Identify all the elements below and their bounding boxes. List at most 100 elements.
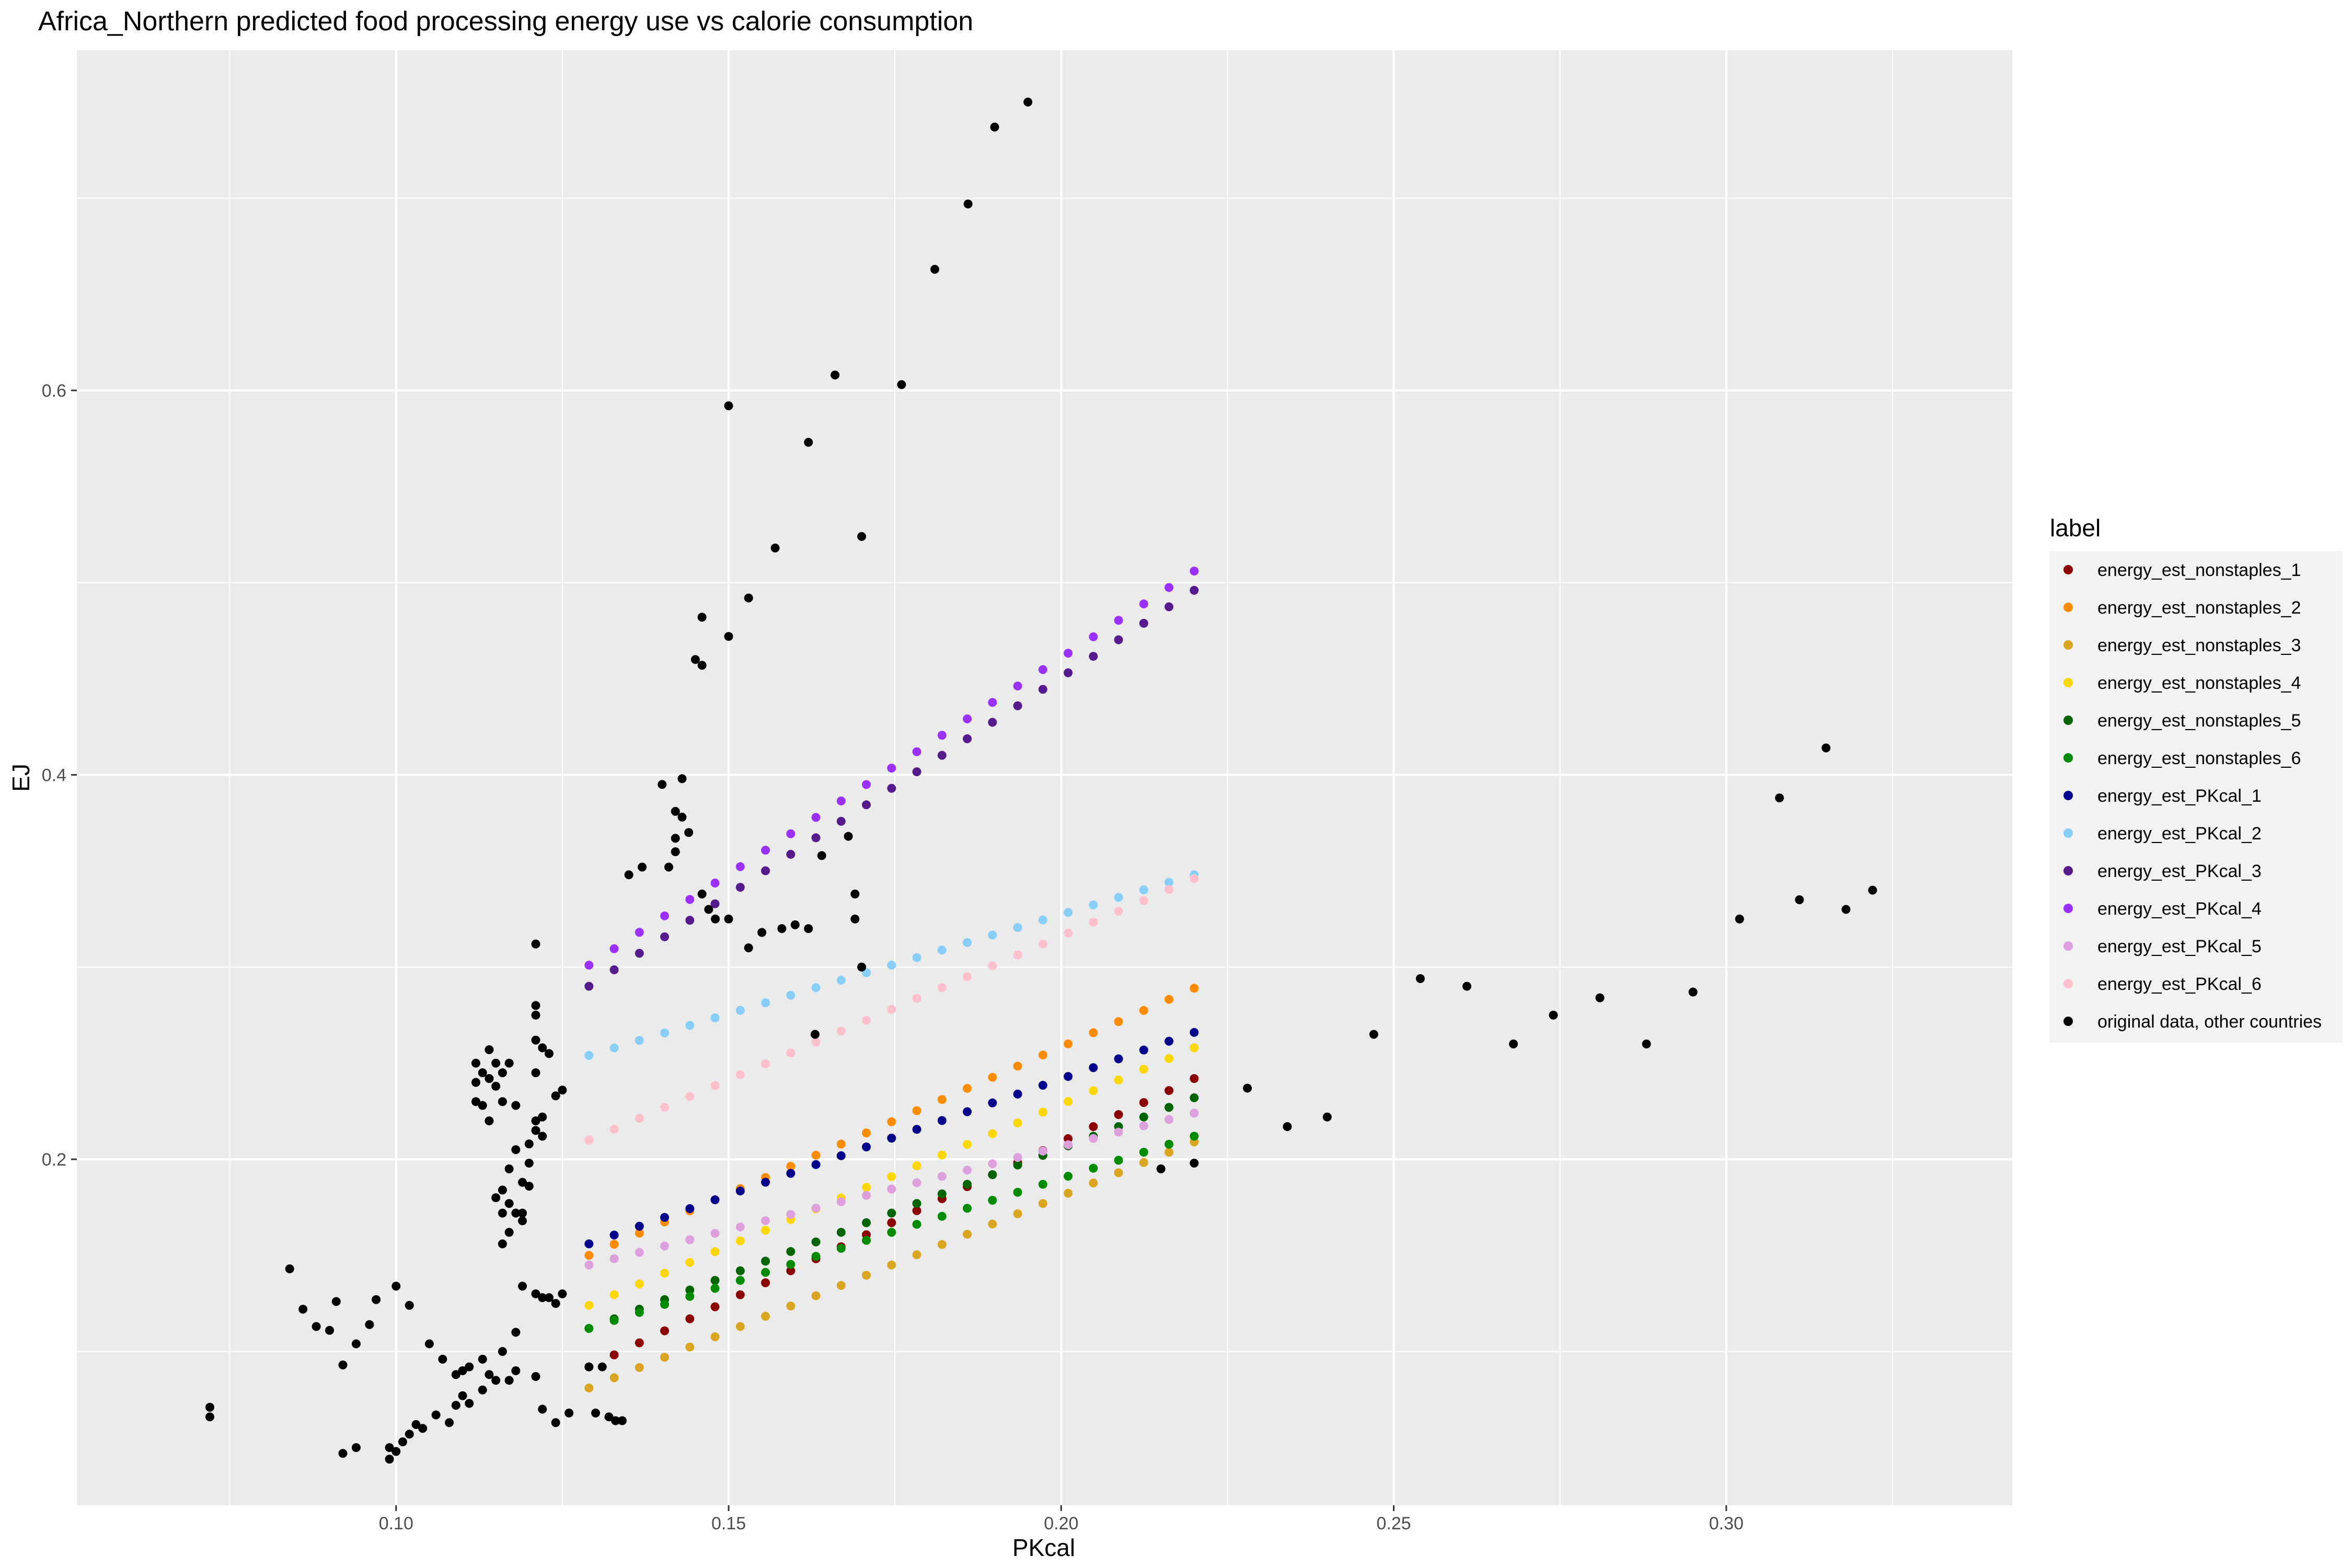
data-point <box>1139 1065 1148 1074</box>
data-point <box>609 1316 619 1325</box>
data-point <box>491 1376 501 1385</box>
data-point <box>761 1311 770 1321</box>
data-point <box>1139 1112 1148 1122</box>
data-point <box>1165 1036 1174 1046</box>
data-point <box>786 849 795 859</box>
data-point <box>912 1161 921 1171</box>
x-axis-title: PKcal <box>1012 1534 1075 1561</box>
data-point <box>584 961 594 970</box>
data-point <box>331 1297 341 1306</box>
data-point <box>1114 1127 1123 1137</box>
data-point <box>857 962 867 972</box>
data-point <box>1139 1121 1148 1131</box>
data-point <box>504 1199 514 1208</box>
legend-swatch <box>2063 753 2073 763</box>
data-point <box>471 1058 481 1068</box>
data-point <box>1089 900 1098 909</box>
data-point <box>635 1279 644 1288</box>
data-point <box>685 1092 695 1101</box>
data-point <box>584 1324 594 1333</box>
data-point <box>912 1206 921 1215</box>
data-point <box>498 1208 507 1218</box>
minor-gridlines <box>77 50 2012 1505</box>
data-point <box>558 1086 567 1095</box>
data-point <box>836 1139 846 1149</box>
data-point <box>1114 635 1123 644</box>
data-point <box>1013 950 1022 960</box>
data-point <box>735 1070 745 1079</box>
data-point <box>584 982 594 991</box>
data-point <box>1114 1075 1123 1085</box>
data-point <box>445 1418 454 1427</box>
data-point <box>710 879 720 888</box>
data-point <box>660 932 670 941</box>
data-point <box>757 928 767 937</box>
data-point <box>504 1164 514 1173</box>
data-point <box>937 1095 947 1104</box>
data-point <box>1139 599 1148 608</box>
data-point <box>786 1169 795 1178</box>
data-point <box>786 990 795 1000</box>
data-point <box>372 1295 381 1304</box>
data-point <box>887 1172 896 1181</box>
data-point <box>1841 905 1851 914</box>
data-point <box>1038 1080 1047 1090</box>
data-point <box>735 1236 745 1246</box>
data-point <box>351 1443 361 1452</box>
data-point <box>887 764 896 773</box>
data-point <box>844 832 853 841</box>
x-tick-label: 0.20 <box>1044 1514 1078 1534</box>
data-point <box>887 1260 896 1270</box>
data-point <box>584 1251 594 1260</box>
data-point <box>609 1350 619 1359</box>
data-point <box>1775 793 1784 803</box>
data-point <box>811 1037 821 1047</box>
data-point <box>617 1416 627 1425</box>
data-point <box>538 1404 547 1414</box>
data-point <box>1013 1152 1022 1162</box>
data-point <box>611 1416 620 1425</box>
data-point <box>912 1199 921 1208</box>
data-point <box>777 924 787 933</box>
data-point <box>1038 1146 1047 1156</box>
data-point <box>1156 1164 1166 1173</box>
data-point <box>697 661 707 670</box>
data-point <box>485 1074 494 1083</box>
data-point <box>937 983 947 992</box>
data-point <box>1038 939 1047 949</box>
data-point <box>1064 1140 1073 1149</box>
data-point <box>761 1226 770 1235</box>
data-point <box>937 1172 947 1181</box>
legend-label: energy_est_nonstaples_3 <box>2097 636 2301 655</box>
data-point <box>1243 1083 1252 1093</box>
data-point <box>1139 1006 1148 1015</box>
data-point <box>912 994 921 1003</box>
x-tick-label: 0.25 <box>1376 1514 1411 1534</box>
data-point <box>937 1116 947 1125</box>
data-point <box>531 939 540 949</box>
data-point <box>836 1228 846 1237</box>
data-point <box>1165 995 1174 1004</box>
data-point <box>761 1216 770 1226</box>
data-point <box>1139 885 1148 895</box>
data-point <box>584 1051 594 1060</box>
data-point <box>1190 1043 1199 1053</box>
data-point <box>963 1204 972 1213</box>
data-point <box>365 1320 374 1329</box>
data-point <box>298 1305 308 1314</box>
data-point <box>591 1408 601 1417</box>
data-point <box>963 1107 972 1116</box>
data-point <box>1089 1122 1098 1131</box>
x-axis: 0.10 0.15 0.20 0.25 0.30 <box>379 1505 1744 1534</box>
data-point <box>937 1212 947 1221</box>
data-point <box>710 1284 720 1293</box>
data-point <box>761 998 770 1008</box>
data-point <box>1369 1030 1378 1039</box>
data-point <box>1165 1103 1174 1112</box>
legend-label: original data, other countries <box>2097 1012 2322 1032</box>
data-point <box>491 1081 501 1091</box>
data-point <box>1114 1054 1123 1064</box>
data-point <box>584 1135 594 1145</box>
data-point <box>1089 1178 1098 1187</box>
